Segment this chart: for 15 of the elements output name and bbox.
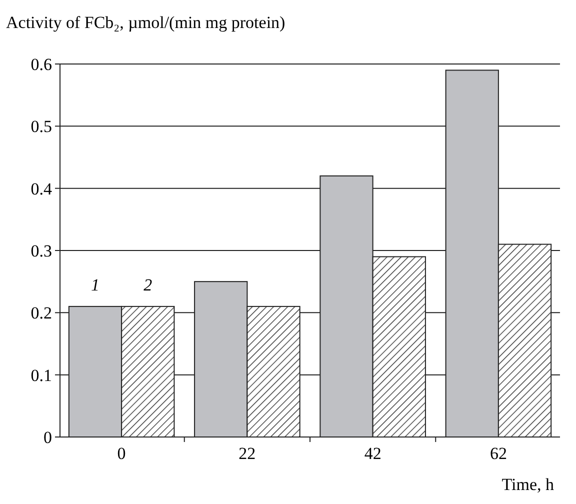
y-tick-label: 0.5 (30, 117, 52, 136)
y-tick-label: 0.6 (30, 54, 52, 74)
y-tick-label: 0.1 (30, 366, 52, 385)
x-tick-label: 62 (490, 444, 507, 463)
chart-title: Activity of FCb₂, µmol/(min mg protein) (6, 13, 286, 32)
x-tick-label: 22 (238, 444, 256, 463)
y-tick-label: 0 (44, 428, 52, 447)
y-tick-label: 0.4 (30, 179, 52, 198)
x-axis-title: Time, h (502, 475, 554, 494)
x-tick-label: 0 (117, 444, 126, 463)
series-label: 1 (90, 275, 100, 294)
x-tick-label: 42 (364, 444, 382, 463)
y-tick-label: 0.2 (30, 304, 52, 323)
y-tick-label: 0.3 (30, 241, 52, 260)
series-label: 2 (144, 275, 153, 294)
